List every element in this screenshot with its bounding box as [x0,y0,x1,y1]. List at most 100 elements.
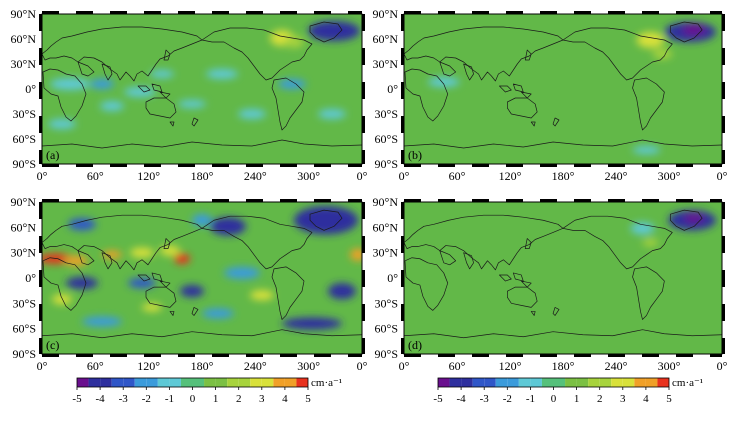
frame-tick [401,202,404,219]
colorbar-tick-label: 1 [213,393,219,405]
frame-tick [76,199,93,202]
map-background [404,202,722,354]
anomaly-blob [308,21,360,41]
frame-tick [722,48,725,65]
colorbar-swatch [576,378,589,387]
frame-tick [362,270,365,287]
anomaly-blob [652,49,673,59]
longitude-tick-label: 60° [449,169,466,183]
frame-tick [246,164,263,167]
latitude-tick-label: 30°N [11,57,37,71]
frame-tick [362,304,365,321]
frame-tick [110,354,127,357]
frame-tick [280,11,297,14]
frame-tick [144,11,161,14]
colorbar-tick-label: 1 [574,393,580,405]
colorbar-swatch [565,378,577,387]
latitude-tick-label: 30°S [13,107,36,121]
frame-tick [362,82,365,99]
longitude-tick-label: 180° [191,359,214,373]
colorbar-swatch [645,378,658,387]
frame-tick [314,354,331,357]
latitude-tick-label: 60°S [375,322,398,336]
frame-tick [362,338,365,354]
colorbar-tick-label: 0 [190,393,196,405]
frame-tick [362,150,365,164]
colorbar-swatch [530,378,542,387]
colorbar-swatch [588,378,600,387]
frame-tick [710,199,722,202]
frame-tick [144,354,161,357]
frame-tick [39,48,42,65]
frame-tick [642,354,659,357]
frame-tick [42,164,59,167]
frame-tick [39,338,42,354]
latitude-tick-label: 0° [25,82,36,96]
latitude-tick-label: 90°S [13,347,36,361]
frame-tick [212,199,229,202]
anomaly-blob [294,206,358,235]
anomaly-blob [192,214,212,227]
colorbar-tick-label: 0 [551,393,557,405]
colorbar-tick-label: -5 [433,393,443,405]
longitude-tick-label: 0° [357,359,368,373]
colorbar-swatch [157,378,170,387]
longitude-tick-label: 180° [191,169,214,183]
frame-tick [212,164,229,167]
frame-tick [540,354,557,357]
frame-tick [401,270,404,287]
anomaly-blob [318,109,346,119]
colorbar-swatch [250,378,262,387]
frame-tick [401,14,404,31]
colorbar-swatch [484,378,496,387]
colorbar-tick-label: 5 [666,393,672,405]
colorbar-tick-label: -5 [72,393,82,405]
colorbar-swatch [192,378,205,387]
colorbar-swatch [238,378,251,387]
frame-tick [574,199,591,202]
frame-tick [110,11,127,14]
frame-tick [144,199,161,202]
latitude-tick-label: 30°S [13,296,36,310]
frame-tick [506,11,523,14]
anomaly-blob [52,294,72,305]
colorbar-tick-label: -1 [165,393,174,405]
longitude-tick-label: 120° [499,359,522,373]
anomaly-blob [68,218,96,231]
frame-tick [280,354,297,357]
frame-tick [722,270,725,287]
longitude-tick-label: 120° [137,169,160,183]
anomaly-blob [160,245,180,256]
panel-label: (c) [46,338,59,352]
anomaly-blob [202,308,234,319]
colorbar-tick-label: 3 [259,393,265,405]
frame-tick [608,11,625,14]
latitude-tick-label: 0° [387,271,398,285]
colorbar-tick-label: -4 [457,393,467,405]
frame-tick [722,304,725,321]
map-background [404,14,722,164]
frame-tick [314,164,331,167]
frame-tick [110,164,127,167]
frame-tick [506,164,523,167]
frame-tick [314,11,331,14]
frame-tick [39,82,42,99]
frame-tick [722,236,725,253]
frame-tick [722,116,725,133]
panel-label: (b) [408,148,422,162]
colorbar-swatch [472,378,485,387]
frame-tick [642,164,659,167]
colorbar-swatch [438,378,450,387]
anomaly-blob [642,238,659,247]
latitude-tick-label: 30°N [11,246,37,260]
colorbar-swatch [77,378,89,387]
frame-tick [362,202,365,219]
frame-tick [178,199,195,202]
frame-tick [39,304,42,321]
frame-tick [280,164,297,167]
colorbar-swatch [134,378,147,387]
anomaly-blob [632,146,661,154]
frame-tick [540,164,557,167]
frame-tick [506,354,523,357]
